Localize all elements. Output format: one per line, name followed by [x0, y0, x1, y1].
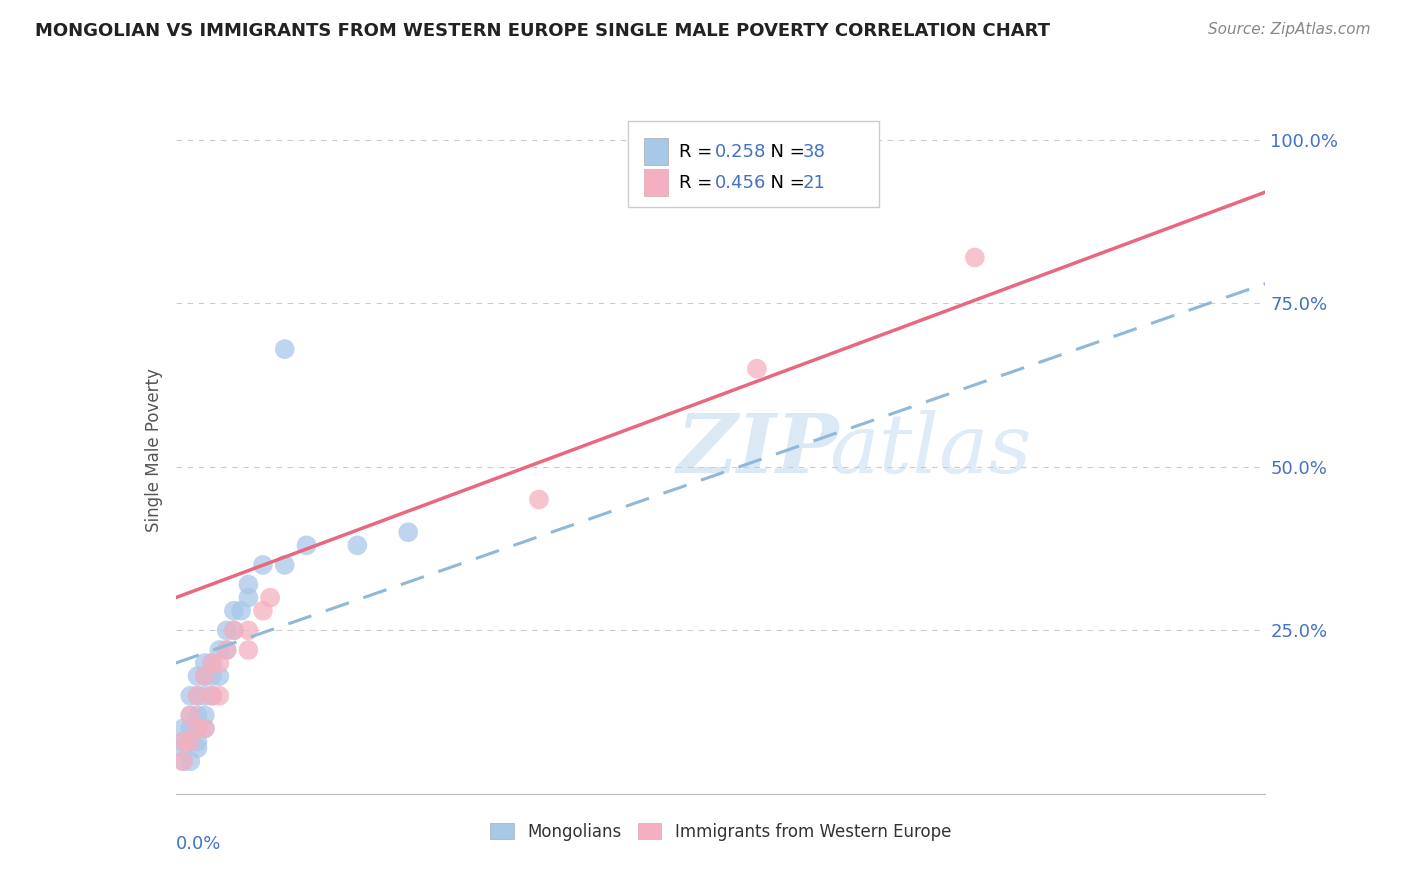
Point: [215, 624, 238, 638]
Point: [186, 722, 209, 736]
Point: [745, 361, 768, 376]
Point: [222, 604, 245, 618]
Point: [179, 708, 201, 723]
Text: R =: R =: [679, 143, 718, 161]
Point: [201, 689, 224, 703]
Text: N =: N =: [759, 143, 810, 161]
Point: [215, 643, 238, 657]
Text: MONGOLIAN VS IMMIGRANTS FROM WESTERN EUROPE SINGLE MALE POVERTY CORRELATION CHAR: MONGOLIAN VS IMMIGRANTS FROM WESTERN EUR…: [35, 22, 1050, 40]
Point: [179, 734, 201, 748]
FancyBboxPatch shape: [628, 120, 879, 207]
Point: [231, 604, 253, 618]
Legend: Mongolians, Immigrants from Western Europe: Mongolians, Immigrants from Western Euro…: [484, 816, 957, 847]
Text: R =: R =: [679, 174, 718, 192]
Point: [274, 558, 297, 572]
Point: [238, 624, 260, 638]
Point: [179, 754, 201, 768]
Point: [194, 708, 217, 723]
Point: [346, 538, 368, 552]
Bar: [644, 138, 668, 165]
Point: [186, 741, 209, 756]
Point: [252, 604, 274, 618]
Point: [222, 624, 245, 638]
Point: [201, 669, 224, 683]
Bar: [644, 169, 668, 196]
Text: 0.456: 0.456: [716, 174, 766, 192]
Point: [172, 722, 194, 736]
Point: [186, 708, 209, 723]
Point: [186, 689, 209, 703]
Point: [396, 525, 419, 540]
Point: [172, 754, 194, 768]
Point: [194, 722, 217, 736]
Point: [222, 624, 245, 638]
Point: [179, 689, 201, 703]
Point: [172, 754, 194, 768]
Point: [252, 558, 274, 572]
Point: [201, 656, 224, 670]
Point: [179, 708, 201, 723]
Point: [963, 251, 986, 265]
Point: [172, 734, 194, 748]
Point: [238, 591, 260, 605]
Point: [208, 643, 231, 657]
Point: [259, 591, 281, 605]
Text: Source: ZipAtlas.com: Source: ZipAtlas.com: [1208, 22, 1371, 37]
Text: 0.0%: 0.0%: [176, 835, 221, 853]
Text: 21: 21: [803, 174, 825, 192]
Y-axis label: Single Male Poverty: Single Male Poverty: [145, 368, 163, 533]
Point: [208, 669, 231, 683]
Point: [179, 722, 201, 736]
Point: [194, 669, 217, 683]
Point: [172, 741, 194, 756]
Text: atlas: atlas: [830, 410, 1032, 491]
Point: [527, 492, 550, 507]
Point: [215, 643, 238, 657]
Point: [201, 656, 224, 670]
Point: [194, 656, 217, 670]
Point: [186, 689, 209, 703]
Point: [194, 722, 217, 736]
Text: N =: N =: [759, 174, 810, 192]
Point: [208, 656, 231, 670]
Point: [238, 643, 260, 657]
Point: [172, 734, 194, 748]
Point: [179, 734, 201, 748]
Text: ZIP: ZIP: [678, 410, 839, 491]
Text: 38: 38: [803, 143, 825, 161]
Point: [295, 538, 318, 552]
Point: [194, 669, 217, 683]
Point: [186, 722, 209, 736]
Point: [194, 689, 217, 703]
Text: 0.258: 0.258: [716, 143, 766, 161]
Point: [186, 669, 209, 683]
Point: [274, 342, 297, 356]
Point: [208, 689, 231, 703]
Point: [201, 689, 224, 703]
Point: [186, 734, 209, 748]
Point: [238, 577, 260, 591]
